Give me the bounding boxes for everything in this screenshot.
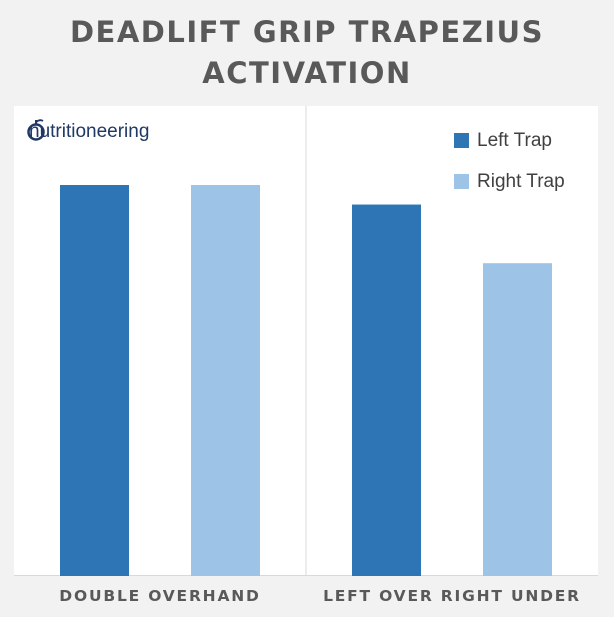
apple-icon [27,119,45,141]
logo-text: nutritioneering [29,121,150,142]
legend-label-left-trap: Left Trap [477,129,552,151]
legend: Left Trap Right Trap [454,120,565,202]
chart-title: DEADLIFT GRIP TRAPEZIUS ACTIVATION [69,15,544,90]
bar-right-trap-left-over-right-under [483,263,552,576]
legend-swatch-left-trap [454,133,469,148]
plot-area: nutritioneering Left Trap Right Trap [14,106,598,576]
legend-swatch-right-trap [454,174,469,189]
legend-item-left-trap: Left Trap [454,120,565,161]
logo: nutritioneering [24,118,149,146]
legend-item-right-trap: Right Trap [454,161,565,202]
category-label-double-overhand: DOUBLE OVERHAND [59,587,261,605]
bar-chart [14,106,598,576]
legend-label-right-trap: Right Trap [477,170,565,192]
bar-right-trap-double-overhand [191,185,260,576]
bar-left-trap-left-over-right-under [352,204,421,576]
category-label-left-over-right-under: LEFT OVER RIGHT UNDER [323,587,581,605]
bar-left-trap-double-overhand [60,185,129,576]
